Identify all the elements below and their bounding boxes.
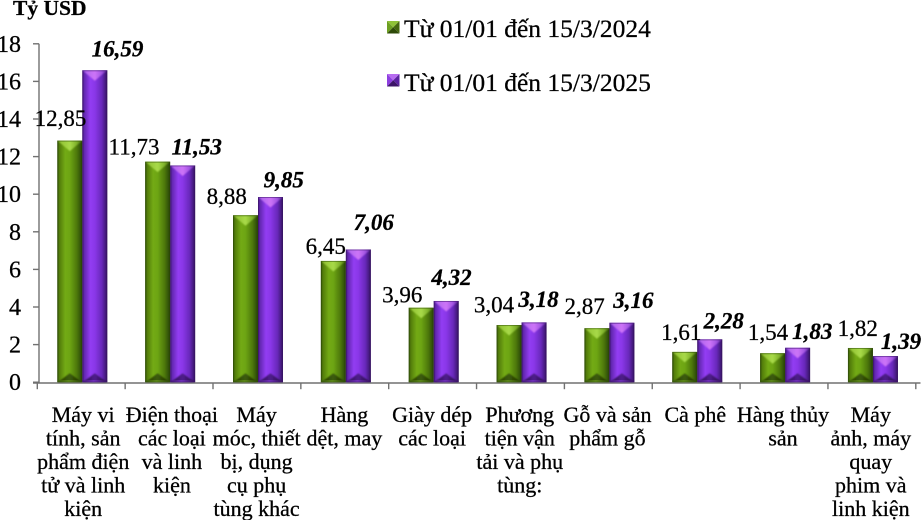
- svg-text:3,16: 3,16: [612, 288, 654, 313]
- svg-text:2,87: 2,87: [564, 294, 604, 319]
- svg-text:Cà phê: Cà phê: [664, 402, 726, 427]
- svg-text:18: 18: [0, 32, 21, 58]
- svg-text:Gỗ và sản: Gỗ và sản: [564, 402, 652, 427]
- svg-text:11,53: 11,53: [171, 135, 221, 160]
- svg-text:tiện vận: tiện vận: [485, 426, 555, 451]
- svg-text:2,28: 2,28: [703, 309, 745, 334]
- svg-text:11,73: 11,73: [109, 135, 160, 160]
- svg-text:0: 0: [9, 370, 21, 396]
- svg-text:8,88: 8,88: [207, 184, 247, 209]
- svg-text:9,85: 9,85: [264, 168, 304, 193]
- svg-text:Hàng thủy: Hàng thủy: [737, 402, 829, 427]
- svg-text:tính, sản: tính, sản: [46, 426, 121, 451]
- svg-text:7,06: 7,06: [354, 210, 395, 235]
- svg-text:tải và phụ: tải và phụ: [476, 449, 563, 474]
- svg-text:kiện: kiện: [64, 496, 102, 520]
- svg-text:4: 4: [9, 295, 21, 321]
- svg-text:Giày dép: Giày dép: [392, 402, 472, 427]
- svg-text:Tỷ USD: Tỷ USD: [13, 0, 86, 20]
- svg-text:8: 8: [9, 220, 21, 246]
- svg-text:12: 12: [0, 145, 21, 171]
- svg-text:3,96: 3,96: [382, 283, 422, 308]
- svg-text:16: 16: [0, 69, 21, 95]
- svg-text:1,39: 1,39: [881, 329, 921, 354]
- svg-text:các loại: các loại: [138, 426, 206, 451]
- svg-text:bị, dụng: bị, dụng: [221, 449, 293, 474]
- svg-text:1,61: 1,61: [661, 320, 701, 345]
- svg-text:Máy vi: Máy vi: [52, 402, 115, 427]
- svg-text:Điện thoại: Điện thoại: [126, 402, 218, 427]
- svg-text:16,59: 16,59: [92, 37, 144, 62]
- svg-text:12,85: 12,85: [35, 106, 87, 131]
- svg-text:phẩm gỗ: phẩm gỗ: [569, 426, 645, 451]
- svg-text:linh kiện: linh kiện: [832, 496, 910, 520]
- svg-text:Máy: Máy: [851, 402, 891, 427]
- svg-text:1,82: 1,82: [838, 316, 878, 341]
- svg-text:2: 2: [9, 333, 21, 359]
- svg-text:sản: sản: [768, 426, 797, 451]
- svg-text:6,45: 6,45: [306, 234, 346, 259]
- svg-text:kiện: kiện: [153, 473, 191, 498]
- svg-text:các loại: các loại: [398, 426, 466, 451]
- svg-text:14: 14: [0, 107, 21, 133]
- svg-text:tử và linh: tử và linh: [41, 473, 125, 498]
- svg-text:tùng khác: tùng khác: [214, 496, 300, 520]
- svg-text:3,04: 3,04: [474, 292, 515, 317]
- svg-text:1,83: 1,83: [792, 319, 832, 344]
- svg-text:quay: quay: [849, 449, 892, 474]
- svg-text:cụ phụ: cụ phụ: [227, 473, 286, 498]
- svg-text:1,54: 1,54: [748, 320, 789, 345]
- svg-text:và linh: và linh: [142, 449, 203, 474]
- svg-text:Từ 01/01 đến 15/3/2025: Từ 01/01 đến 15/3/2025: [404, 68, 651, 97]
- svg-text:Từ 01/01 đến 15/3/2024: Từ 01/01 đến 15/3/2024: [404, 14, 651, 43]
- svg-text:phẩm điện: phẩm điện: [37, 449, 129, 474]
- svg-text:10: 10: [0, 182, 21, 208]
- svg-text:Máy: Máy: [236, 402, 276, 427]
- svg-text:Hàng: Hàng: [321, 402, 369, 427]
- svg-text:Phương: Phương: [485, 402, 554, 427]
- svg-text:tùng:: tùng:: [497, 473, 542, 498]
- svg-text:6: 6: [9, 257, 21, 283]
- svg-text:4,32: 4,32: [430, 265, 471, 290]
- svg-text:ảnh, máy: ảnh, máy: [830, 426, 911, 451]
- svg-text:phim và: phim và: [835, 473, 907, 498]
- svg-text:3,18: 3,18: [517, 287, 559, 312]
- svg-text:móc, thiết: móc, thiết: [213, 426, 301, 451]
- svg-text:dệt, may: dệt, may: [307, 426, 383, 451]
